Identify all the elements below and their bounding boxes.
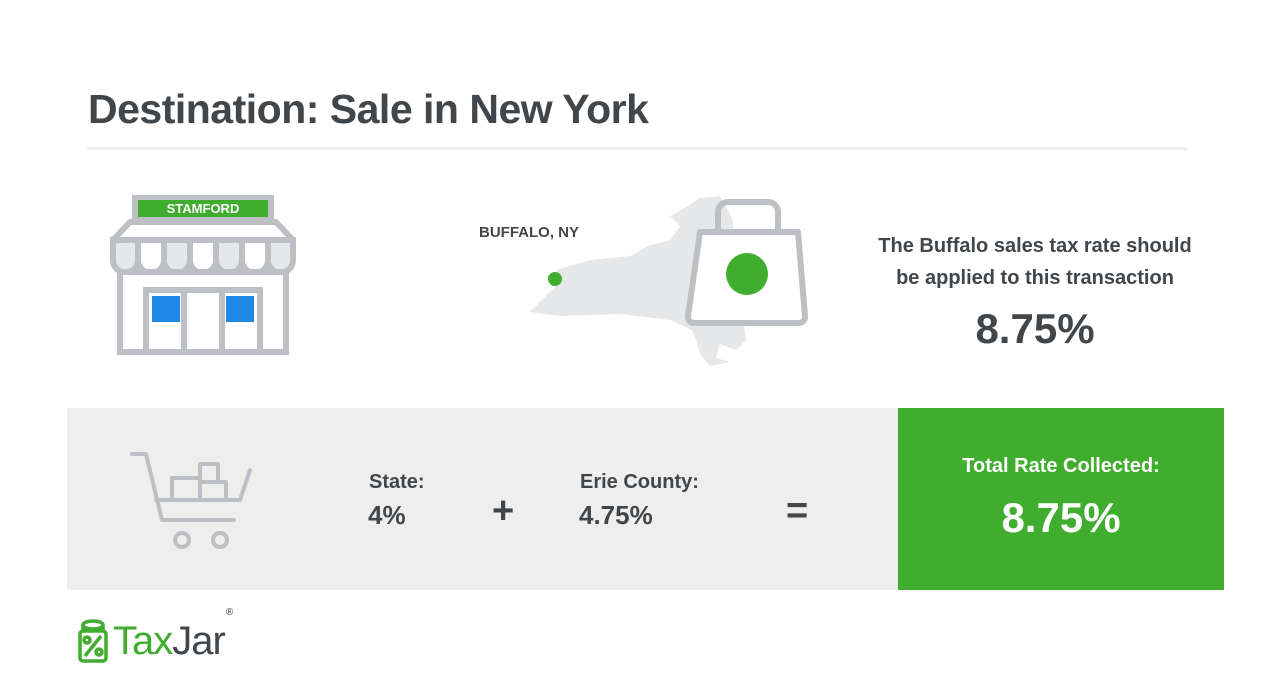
total-rate-value: 8.75% — [1001, 494, 1121, 541]
title-divider — [87, 147, 1187, 150]
total-rate-panel: Total Rate Collected: 8.75% — [898, 408, 1224, 590]
logo-wordmark: TaxJar® — [113, 607, 233, 664]
shopping-cart-icon — [130, 452, 252, 549]
buffalo-location-dot — [548, 272, 562, 286]
city-label: BUFFALO, NY — [479, 224, 579, 241]
logo-jar: Jar — [172, 618, 226, 663]
plus-sign: + — [492, 490, 515, 532]
county-value: 4.75% — [579, 500, 653, 530]
applied-rate: 8.75% — [975, 305, 1095, 352]
state-value: 4% — [368, 500, 406, 530]
shopping-bag-icon — [684, 199, 809, 326]
logo-tax: Tax — [113, 618, 173, 663]
page-title: Destination: Sale in New York — [88, 86, 649, 132]
jar-percent-icon — [78, 619, 108, 663]
rate-description-line1: The Buffalo sales tax rate should — [878, 235, 1192, 257]
rate-description: The Buffalo sales tax rate should be app… — [850, 230, 1220, 294]
equals-sign: = — [786, 490, 809, 532]
state-label: State: — [369, 471, 425, 493]
store-sign-text: STAMFORD — [167, 201, 240, 216]
rate-description-line2: be applied to this transaction — [896, 267, 1174, 289]
registered-mark: ® — [225, 606, 233, 618]
new-york-state-map — [530, 196, 809, 366]
total-rate-label: Total Rate Collected: — [962, 455, 1160, 477]
county-label: Erie County: — [580, 471, 699, 493]
storefront-icon: STAMFORD — [110, 195, 296, 355]
taxjar-logo: TaxJar® — [77, 607, 233, 664]
